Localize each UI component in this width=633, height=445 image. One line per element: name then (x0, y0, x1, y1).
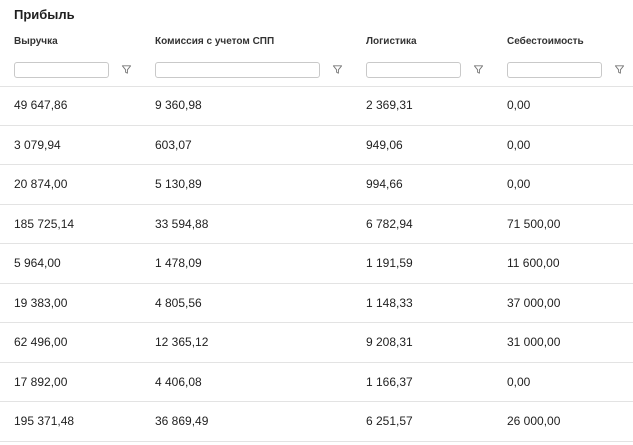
cell-logistics: 1 191,59 (366, 256, 413, 270)
cell-logistics: 9 208,31 (366, 335, 413, 349)
column-header-revenue[interactable]: Выручка (14, 36, 58, 47)
cell-revenue: 3 079,94 (14, 137, 61, 152)
cell-logistics: 994,66 (366, 177, 403, 191)
cell-revenue: 195 371,48 (14, 414, 75, 428)
cell-revenue: 20 874,00 (14, 177, 68, 191)
filter-input-revenue[interactable] (14, 62, 109, 78)
filter-input-commission[interactable] (155, 62, 320, 78)
cell-revenue: 19 383,00 (14, 295, 68, 310)
column-header-commission[interactable]: Комиссия с учетом СПП (155, 36, 275, 47)
cell-logistics: 6 782,94 (366, 216, 413, 231)
column-header-logistics[interactable]: Логистика (366, 36, 417, 47)
cell-commission: 1 478,09 (155, 256, 202, 270)
cell-commission: 4 805,56 (155, 295, 202, 310)
cell-commission: 603,07 (155, 137, 192, 152)
cell-revenue: 49 647,86 (14, 98, 68, 112)
cell-cost: 11 600,00 (507, 256, 560, 270)
cell-commission: 4 406,08 (155, 374, 202, 389)
column-header-cost[interactable]: Себестоимость (507, 36, 584, 47)
cell-revenue: 62 496,00 (14, 335, 68, 349)
cell-cost: 0,00 (507, 177, 531, 191)
cell-logistics: 949,06 (366, 137, 403, 152)
filter-input-cost[interactable] (507, 62, 602, 78)
cell-cost: 71 500,00 (507, 216, 561, 231)
table-row: 195 371,48 36 869,49 6 251,57 26 000,00 (0, 402, 633, 442)
header-divider (0, 86, 633, 87)
cell-cost: 26 000,00 (507, 414, 561, 428)
cell-commission: 36 869,49 (155, 414, 209, 428)
cell-revenue: 5 964,00 (14, 256, 61, 270)
cell-revenue: 17 892,00 (14, 374, 68, 389)
filter-funnel-icon[interactable] (472, 63, 484, 75)
cell-cost: 0,00 (507, 137, 531, 152)
filter-funnel-icon[interactable] (120, 63, 132, 75)
section-title: Прибыль (14, 7, 75, 22)
table-row: 5 964,00 1 478,09 1 191,59 11 600,00 (0, 244, 633, 284)
table-body: 49 647,86 9 360,98 2 369,31 0,00 3 079,9… (0, 86, 633, 442)
table-row: 62 496,00 12 365,12 9 208,31 31 000,00 (0, 323, 633, 363)
filter-funnel-icon[interactable] (613, 63, 625, 75)
filter-input-logistics[interactable] (366, 62, 461, 78)
filter-funnel-icon[interactable] (331, 63, 343, 75)
cell-logistics: 6 251,57 (366, 414, 413, 428)
cell-logistics: 1 148,33 (366, 295, 413, 310)
table-row: 3 079,94 603,07 949,06 0,00 (0, 126, 633, 165)
cell-cost: 31 000,00 (507, 335, 561, 349)
cell-cost: 0,00 (507, 374, 531, 389)
cell-cost: 37 000,00 (507, 295, 561, 310)
table-row: 20 874,00 5 130,89 994,66 0,00 (0, 165, 633, 205)
table-row: 17 892,00 4 406,08 1 166,37 0,00 (0, 363, 633, 402)
cell-commission: 9 360,98 (155, 98, 202, 112)
cell-revenue: 185 725,14 (14, 216, 75, 231)
cell-commission: 5 130,89 (155, 177, 202, 191)
cell-logistics: 2 369,31 (366, 98, 413, 112)
table-row: 49 647,86 9 360,98 2 369,31 0,00 (0, 86, 633, 126)
cell-commission: 33 594,88 (155, 216, 209, 231)
table-row: 185 725,14 33 594,88 6 782,94 71 500,00 (0, 205, 633, 244)
cell-cost: 0,00 (507, 98, 531, 112)
table-row: 19 383,00 4 805,56 1 148,33 37 000,00 (0, 284, 633, 323)
cell-logistics: 1 166,37 (366, 374, 413, 389)
cell-commission: 12 365,12 (155, 335, 209, 349)
